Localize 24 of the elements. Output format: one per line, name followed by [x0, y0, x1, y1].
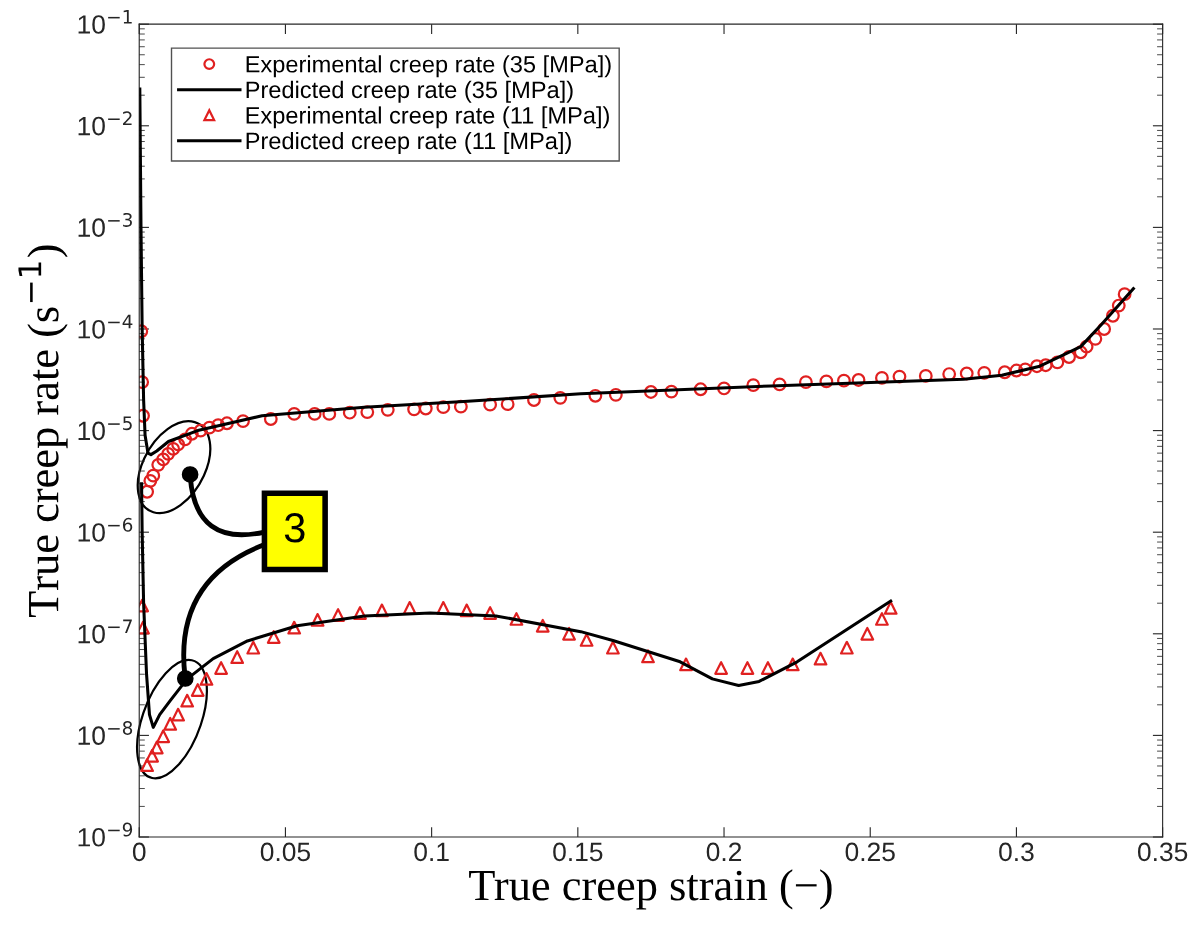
- x-axis-title: True creep strain (−): [469, 869, 832, 910]
- y-tick-label: 10$^{−3}$: [78, 212, 132, 237]
- legend-label: Experimental creep rate (35 [MPa]): [246, 55, 611, 78]
- annotation: 3: [284, 513, 305, 543]
- x-tick-label: 0.3: [999, 842, 1034, 862]
- y-tick-label: 10$^{−8}$: [78, 720, 133, 746]
- x-tick-label: 0.35: [1137, 842, 1188, 862]
- y-tick-label: 10$^{−2}$: [78, 111, 132, 136]
- legend-label: Predicted creep rate (11 [MPa]): [246, 131, 571, 154]
- y-tick-label: 10$^{−6}$: [78, 517, 133, 542]
- y-tick-label: 10$^{−5}$: [78, 416, 132, 441]
- x-tick-label: 0.1: [414, 842, 449, 862]
- x-tick-label: 0.05: [260, 842, 311, 862]
- y-tick-label: 10$^{−1}$: [78, 9, 132, 34]
- y-tick-label: 10$^{−7}$: [78, 619, 132, 644]
- x-tick-label: 0.25: [845, 842, 895, 862]
- x-tick-label: 0.2: [706, 842, 742, 862]
- y-axis-title: True creep rate (s$^{−1}$): [18, 245, 68, 618]
- legend-label: Predicted creep rate (35 [MPa]): [246, 80, 573, 103]
- y-tick-label: 10$^{−9}$: [78, 822, 133, 847]
- x-tick-label: 0: [132, 842, 146, 862]
- y-tick-label: 10$^{−4}$: [78, 314, 133, 339]
- legend-label: Experimental creep rate (11 [MPa]): [246, 106, 609, 129]
- x-tick-label: 0.15: [553, 842, 603, 862]
